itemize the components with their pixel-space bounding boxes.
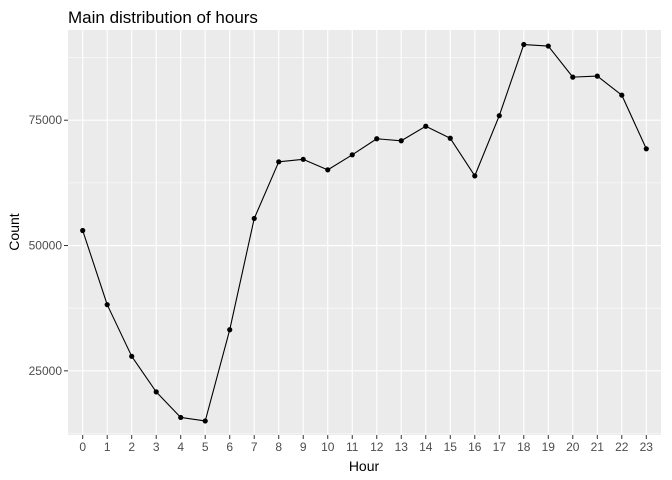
data-point bbox=[619, 92, 625, 98]
data-series bbox=[80, 41, 649, 424]
x-tick-label: 20 bbox=[566, 440, 580, 454]
data-point bbox=[276, 159, 282, 165]
x-tick-label: 21 bbox=[591, 440, 605, 454]
data-point bbox=[251, 215, 257, 222]
x-tick-label: 3 bbox=[153, 440, 160, 454]
data-point bbox=[153, 389, 159, 395]
x-axis-ticks: 0 1 2 3 4 5 6 7 8 9 10 11 12 13 14 15 16 17 18 19 20 21 22 23 bbox=[79, 435, 653, 454]
x-axis-title: Hour bbox=[349, 458, 380, 474]
x-tick-label: 1 bbox=[104, 440, 111, 454]
x-tick-label: 14 bbox=[419, 440, 433, 454]
y-tick-label: 25000 bbox=[29, 364, 63, 378]
x-tick-label: 10 bbox=[321, 440, 335, 454]
x-tick-label: 5 bbox=[202, 440, 209, 454]
data-point bbox=[447, 135, 453, 141]
data-point bbox=[570, 74, 576, 80]
x-tick-label: 2 bbox=[128, 440, 135, 454]
x-tick-label: 15 bbox=[444, 440, 458, 454]
data-point bbox=[202, 418, 208, 424]
x-tick-label: 12 bbox=[370, 440, 384, 454]
data-point bbox=[374, 136, 380, 142]
x-tick-label: 22 bbox=[615, 440, 629, 454]
x-tick-label: 0 bbox=[79, 440, 86, 454]
plot-panel bbox=[68, 30, 661, 435]
data-point bbox=[325, 167, 331, 173]
data-point bbox=[104, 302, 110, 308]
data-point bbox=[227, 327, 233, 333]
x-tick-label: 9 bbox=[300, 440, 307, 454]
x-tick-label: 17 bbox=[493, 440, 507, 454]
grid-minor bbox=[68, 57, 661, 434]
data-point bbox=[423, 123, 429, 129]
y-axis-title: Count bbox=[6, 213, 22, 250]
y-tick-label: 75000 bbox=[29, 113, 63, 127]
data-point bbox=[300, 156, 306, 162]
data-point bbox=[178, 414, 184, 421]
data-point bbox=[496, 113, 502, 119]
x-tick-label: 16 bbox=[468, 440, 482, 454]
data-point bbox=[545, 43, 551, 49]
y-tick-label: 50000 bbox=[29, 239, 63, 253]
y-axis-ticks: 25000 50000 75000 bbox=[29, 113, 68, 378]
data-point bbox=[129, 353, 135, 359]
x-tick-label: 18 bbox=[517, 440, 531, 454]
series-line bbox=[82, 43, 647, 422]
x-tick-label: 11 bbox=[346, 440, 359, 454]
data-point bbox=[80, 227, 86, 234]
data-point bbox=[398, 138, 404, 144]
x-tick-label: 23 bbox=[640, 440, 654, 454]
grid-major bbox=[68, 30, 661, 435]
x-tick-label: 4 bbox=[177, 440, 184, 454]
x-tick-label: 19 bbox=[542, 440, 556, 454]
x-tick-label: 7 bbox=[251, 440, 258, 454]
x-tick-label: 13 bbox=[395, 440, 409, 454]
data-point bbox=[521, 41, 527, 48]
data-point bbox=[594, 73, 600, 79]
x-tick-label: 8 bbox=[275, 440, 282, 454]
x-tick-label: 6 bbox=[226, 440, 233, 454]
data-point bbox=[472, 173, 478, 179]
data-point bbox=[643, 146, 649, 152]
data-point bbox=[349, 152, 355, 158]
chart-title: Main distribution of hours bbox=[68, 8, 258, 27]
